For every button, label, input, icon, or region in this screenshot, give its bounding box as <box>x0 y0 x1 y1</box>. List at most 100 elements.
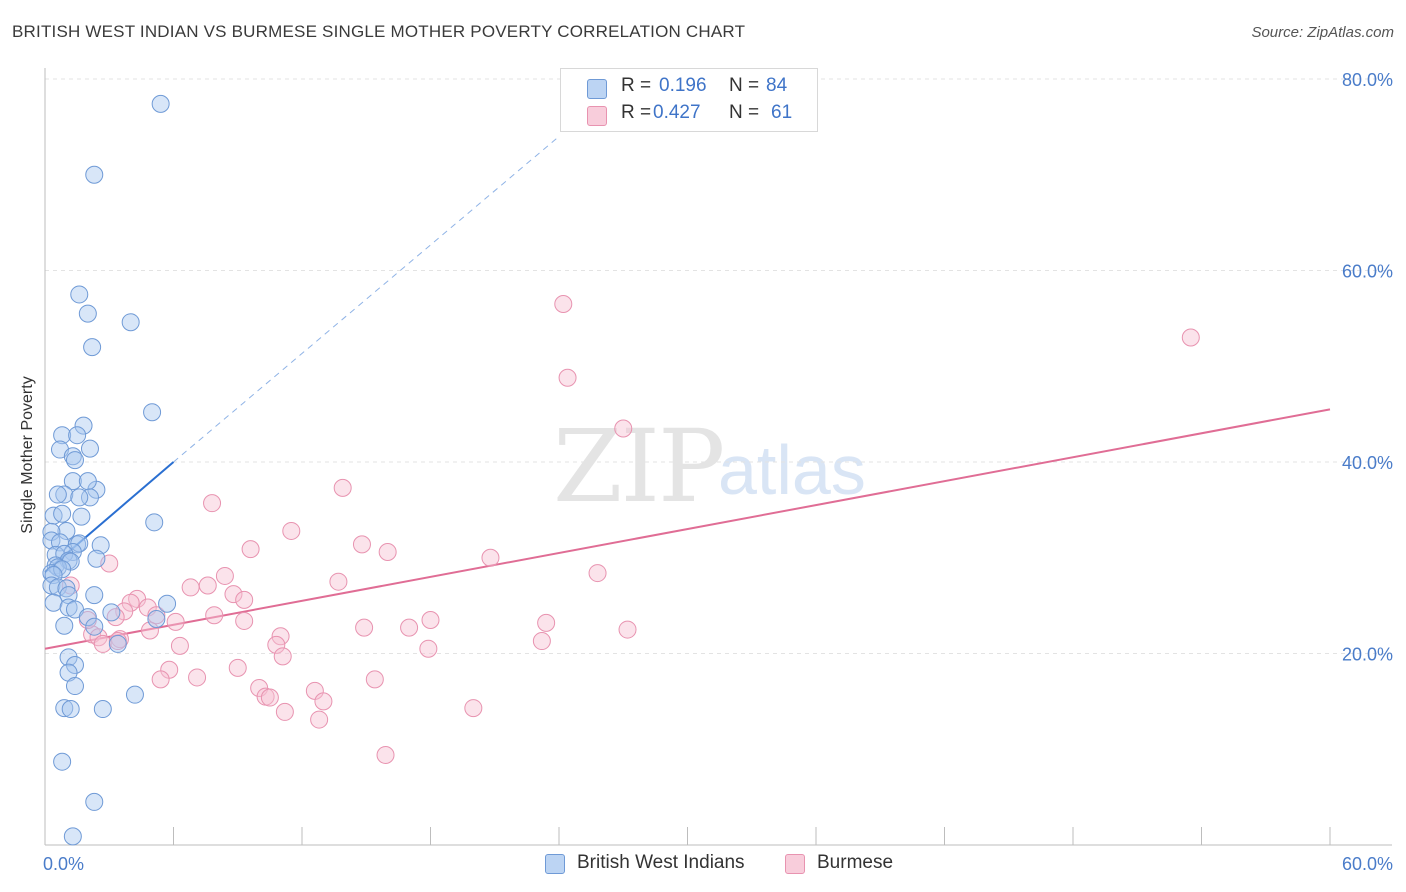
data-point-british-west-indians <box>59 598 78 617</box>
data-point-burmese <box>260 688 279 707</box>
axes <box>44 68 1392 846</box>
data-point-british-west-indians <box>102 603 121 622</box>
data-point-british-west-indians <box>108 634 127 653</box>
legend-r-value: 0.427 <box>653 102 701 123</box>
data-point-burmese <box>333 478 352 497</box>
data-point-british-west-indians <box>78 608 97 627</box>
legend-n-label: N = <box>729 102 760 123</box>
tick-labels: 20.0% 40.0% 60.0% 80.0% 0.0% 60.0% <box>43 70 1393 874</box>
data-point-burmese <box>188 668 207 687</box>
data-point-british-west-indians <box>91 536 110 555</box>
data-point-british-west-indians <box>121 313 140 332</box>
y-tick-label: 40.0% <box>1342 453 1393 473</box>
data-point-burmese <box>376 745 395 764</box>
data-point-british-west-indians <box>57 521 76 540</box>
data-point-burmese <box>618 620 637 639</box>
data-point-british-west-indians <box>151 94 170 113</box>
data-point-burmese <box>228 658 247 677</box>
data-point-burmese <box>271 627 290 646</box>
data-point-british-west-indians <box>78 472 97 491</box>
y-tick-label: 60.0% <box>1342 262 1393 282</box>
data-point-british-west-indians <box>63 472 82 491</box>
legend-swatch-pink <box>587 106 607 126</box>
data-point-burmese <box>329 572 348 591</box>
source-label: Source: ZipAtlas.com <box>1251 24 1394 41</box>
data-point-british-west-indians <box>125 685 144 704</box>
data-point-burmese <box>203 494 222 513</box>
data-point-british-west-indians <box>70 285 89 304</box>
data-point-burmese <box>537 613 556 632</box>
legend-n-label: N = <box>729 75 760 96</box>
data-point-burmese <box>215 566 234 585</box>
data-point-burmese <box>378 543 397 562</box>
data-point-burmese <box>532 632 551 651</box>
y-tick-label: 80.0% <box>1342 70 1393 90</box>
data-point-british-west-indians <box>53 504 72 523</box>
data-point-british-west-indians <box>65 451 84 470</box>
data-point-british-west-indians <box>53 426 72 445</box>
data-point-british-west-indians <box>70 488 89 507</box>
data-point-burmese <box>170 636 189 655</box>
legend-n-value: 84 <box>766 75 788 96</box>
trend-lines <box>44 136 1331 650</box>
data-point-burmese <box>267 635 286 654</box>
data-point-british-west-indians <box>78 304 97 323</box>
data-point-british-west-indians <box>93 700 112 719</box>
watermark-zip: ZIP <box>553 408 725 525</box>
data-point-british-west-indians <box>85 792 104 811</box>
legend-swatch-pink <box>785 854 805 874</box>
data-point-burmese <box>421 610 440 629</box>
legend-item-label: British West Indians <box>577 852 745 873</box>
legend-r-value: 0.196 <box>659 75 707 96</box>
data-point-british-west-indians <box>87 549 106 568</box>
data-point-british-west-indians <box>85 165 104 184</box>
data-point-burmese <box>481 548 500 567</box>
data-point-burmese <box>314 692 333 711</box>
data-point-british-west-indians <box>80 488 99 507</box>
x-tick-label: 0.0% <box>43 854 84 874</box>
data-point-british-west-indians <box>68 426 87 445</box>
legend-r-label: R = <box>621 75 652 96</box>
data-point-burmese <box>235 611 254 630</box>
legend-swatch-blue <box>587 79 607 99</box>
data-point-burmese <box>419 639 438 658</box>
legend-r-label: R = <box>621 102 652 123</box>
data-point-burmese <box>464 699 483 718</box>
data-point-british-west-indians <box>85 617 104 636</box>
data-point-british-west-indians <box>85 586 104 605</box>
data-point-british-west-indians <box>80 439 99 458</box>
trend-line-burmese <box>44 408 1331 650</box>
data-point-burmese <box>558 368 577 387</box>
legend-swatch-blue <box>545 854 565 874</box>
data-point-british-west-indians <box>55 699 74 718</box>
x-tick-label: 60.0% <box>1342 854 1393 874</box>
data-point-burmese <box>554 295 573 314</box>
legend-row-burmese: R = 0.427 N = 61 <box>561 102 817 130</box>
data-point-burmese <box>235 590 254 609</box>
data-point-burmese <box>614 419 633 438</box>
data-point-burmese <box>365 670 384 689</box>
data-point-british-west-indians <box>74 416 93 435</box>
data-point-british-west-indians <box>63 827 82 846</box>
data-point-british-west-indians <box>145 513 164 532</box>
data-point-british-west-indians <box>55 485 74 504</box>
data-point-british-west-indians <box>61 700 80 719</box>
data-point-british-west-indians <box>44 593 63 612</box>
data-point-british-west-indians <box>57 579 76 598</box>
data-point-burmese <box>140 621 159 640</box>
data-point-burmese <box>355 618 374 637</box>
data-point-burmese <box>181 578 200 597</box>
grid-lines <box>45 78 1392 654</box>
correlation-legend: R = 0.196 N = 84 R = 0.427 N = 61 <box>560 68 818 132</box>
data-point-british-west-indians <box>83 338 102 357</box>
y-tick-label: 20.0% <box>1342 645 1393 665</box>
trend-line-british-west-indians-extension <box>173 136 560 463</box>
data-point-british-west-indians <box>143 403 162 422</box>
data-point-british-west-indians <box>65 655 84 674</box>
data-point-british-west-indians <box>72 507 91 526</box>
data-point-burmese <box>275 702 294 721</box>
data-point-burmese <box>205 606 224 625</box>
data-point-burmese <box>310 710 329 729</box>
data-point-burmese <box>93 634 112 653</box>
